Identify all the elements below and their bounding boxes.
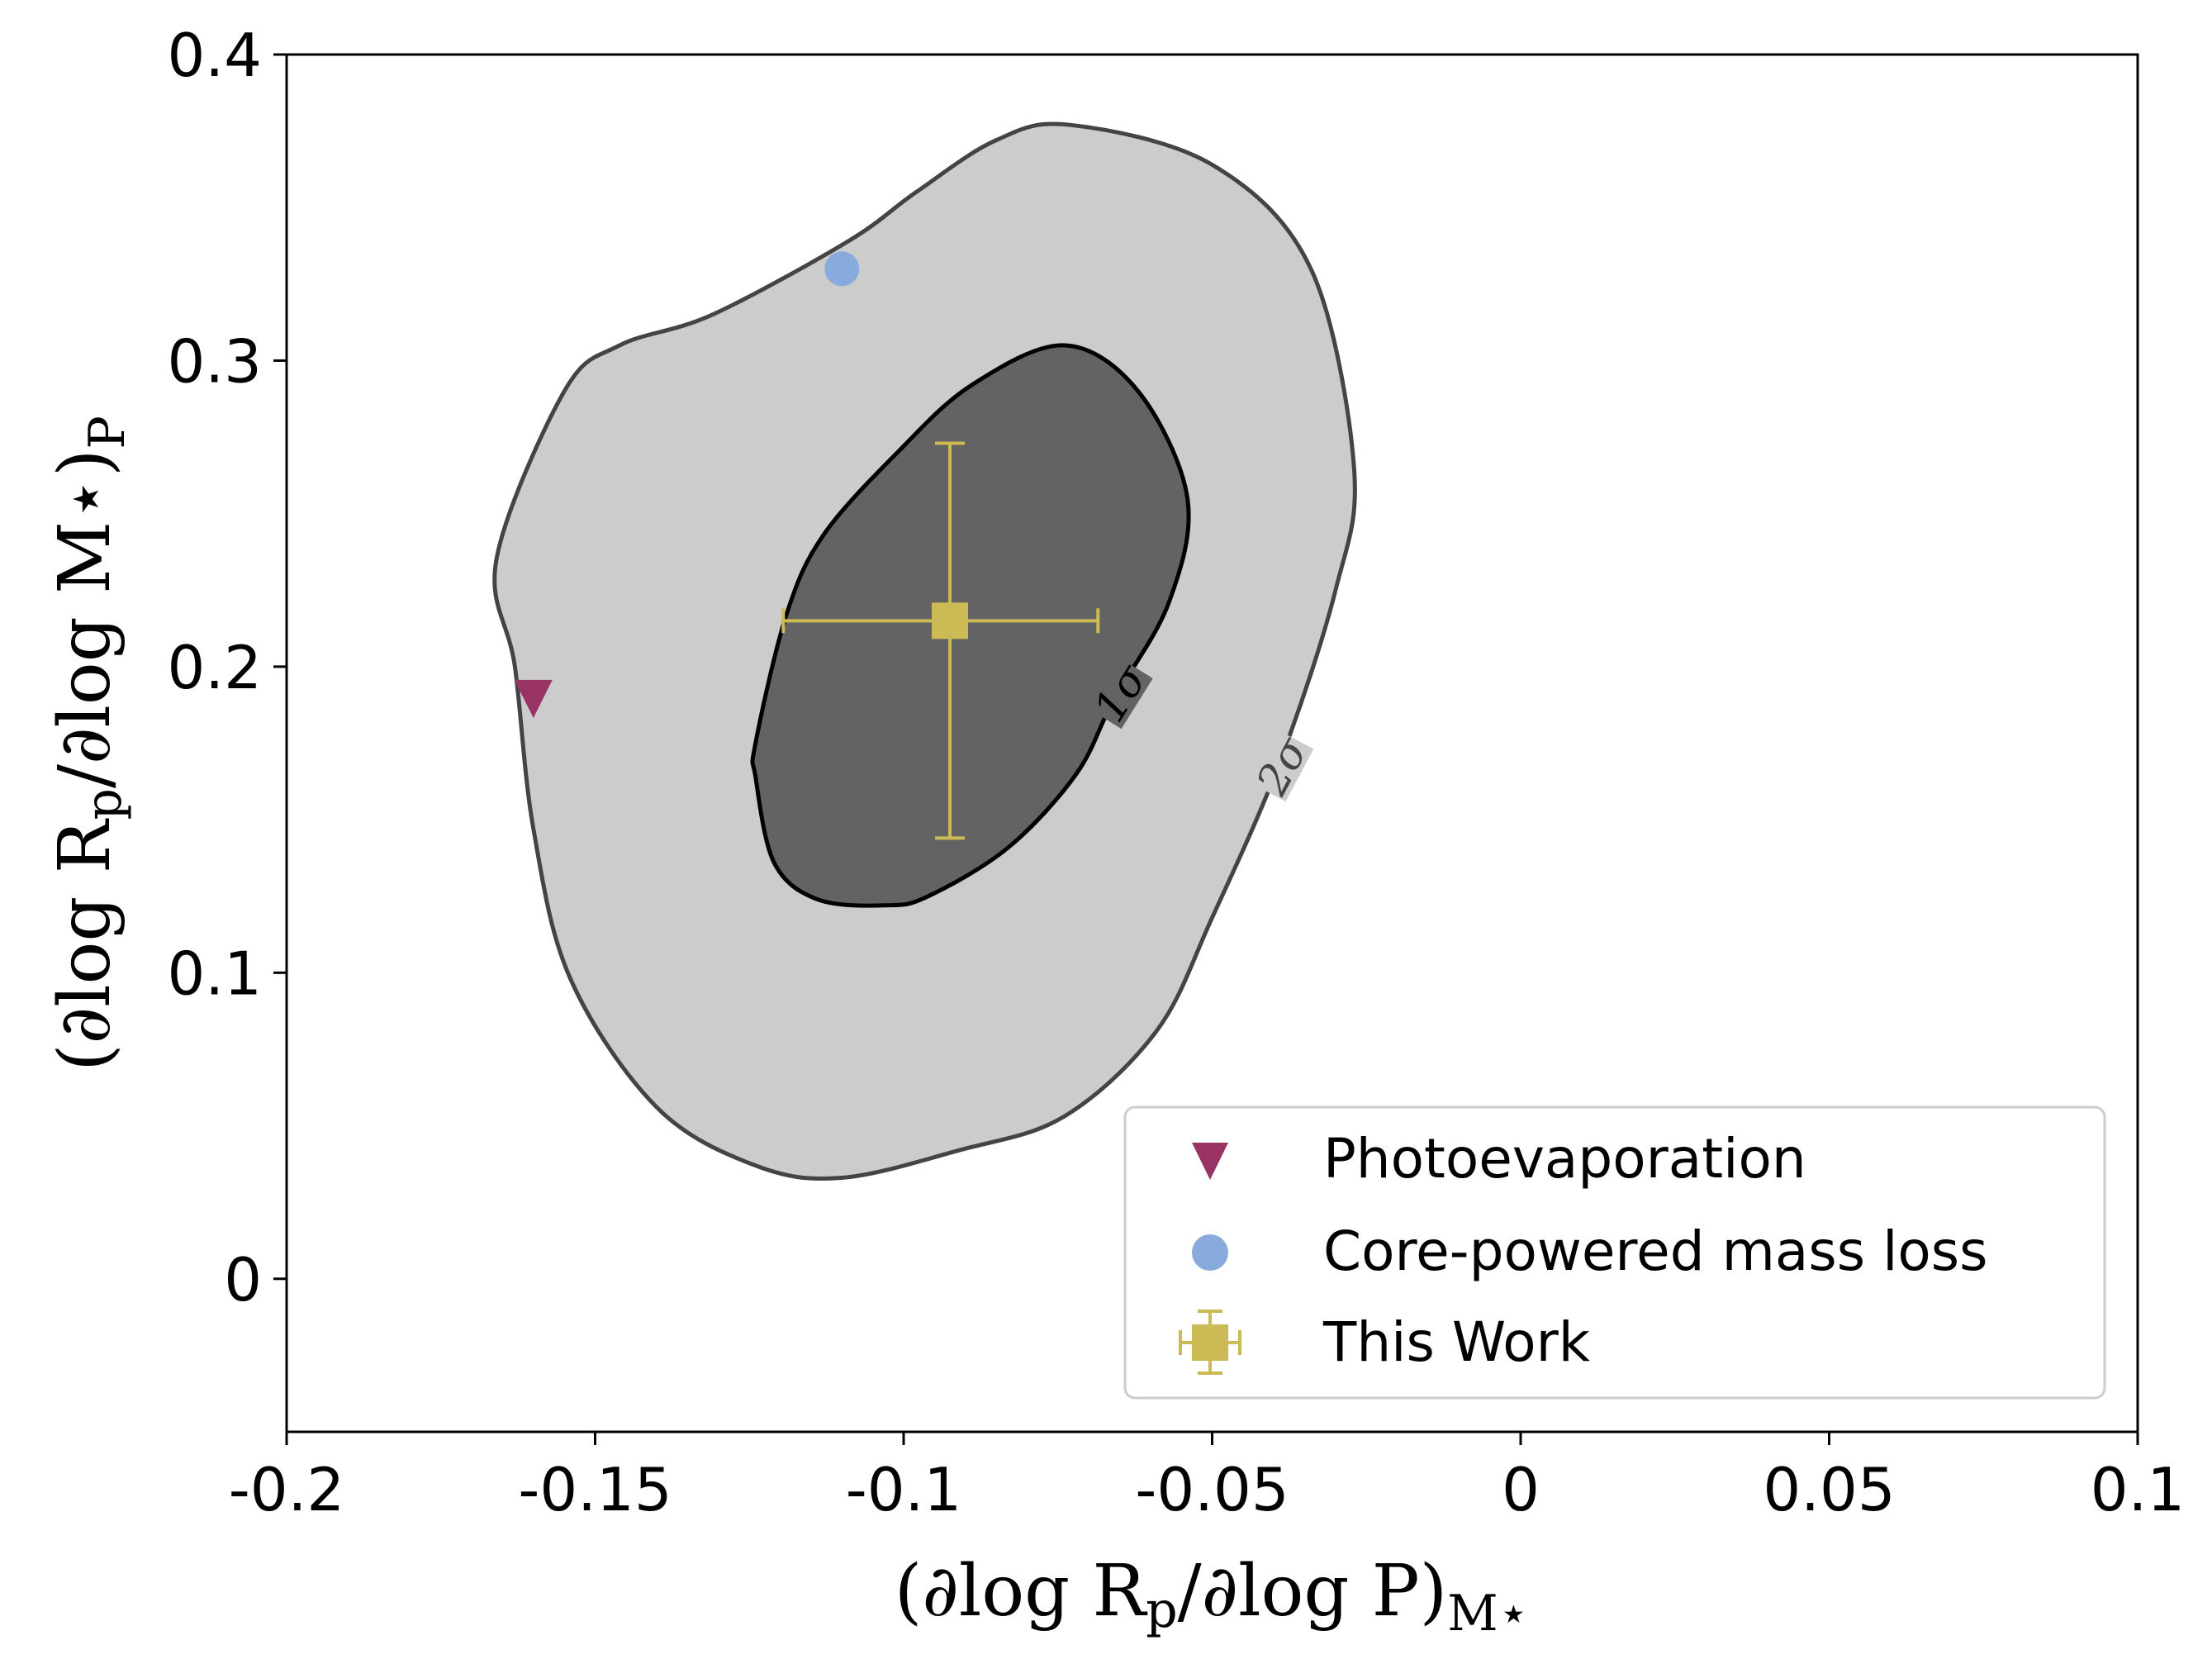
- x-tick-label: 0: [1502, 1455, 1540, 1524]
- legend-core-powered-marker: [1192, 1234, 1228, 1271]
- legend-this-work-label: This Work: [1322, 1310, 1591, 1374]
- this-work-point: [932, 602, 969, 639]
- data-marks-layer: [514, 251, 1100, 840]
- contour-1sigma-region: [750, 343, 1191, 908]
- x-tick-label: -0.05: [1135, 1455, 1289, 1524]
- photoevaporation-point: [514, 679, 553, 718]
- legend-core-powered-label: Core-powered mass loss: [1323, 1219, 1988, 1283]
- axis-ticks-layer: -0.2 -0.15 -0.1 -0.05 0 0.05 0.1 0 0.1 0.2 0.3 0.4: [167, 21, 2185, 1524]
- contour-1sigma-label-bg: [1082, 654, 1153, 730]
- y-tick-label: 0.2: [167, 633, 262, 702]
- y-axis-label: (∂log Rp/∂log M⋆)P: [44, 416, 136, 1072]
- x-axis-label: (∂log Rp/∂log P)M⋆: [895, 1550, 1529, 1643]
- contour-layer: [492, 121, 1357, 1181]
- x-tick-label: -0.1: [846, 1455, 961, 1524]
- y-tick-label: 0.3: [167, 326, 262, 396]
- y-tick-label: 0.1: [167, 939, 262, 1008]
- legend: Photoevaporation Core-powered mass loss …: [1123, 1105, 2106, 1400]
- x-tick-label: -0.15: [518, 1455, 672, 1524]
- legend-photoevaporation-label: Photoevaporation: [1323, 1127, 1806, 1191]
- x-tick-label: 0.05: [1763, 1455, 1895, 1524]
- legend-photoevaporation-marker: [1192, 1143, 1228, 1180]
- contour-2sigma-label-bg: [1245, 727, 1314, 802]
- y-tick-label: 0.4: [167, 21, 262, 90]
- x-tick-label: 0.1: [2091, 1455, 2186, 1524]
- legend-box: [1123, 1105, 2106, 1400]
- core-powered-mass-loss-point: [824, 251, 860, 287]
- x-tick-label: -0.2: [229, 1455, 344, 1524]
- y-tick-label: 0: [224, 1245, 262, 1315]
- legend-this-work-marker: [1179, 1310, 1241, 1375]
